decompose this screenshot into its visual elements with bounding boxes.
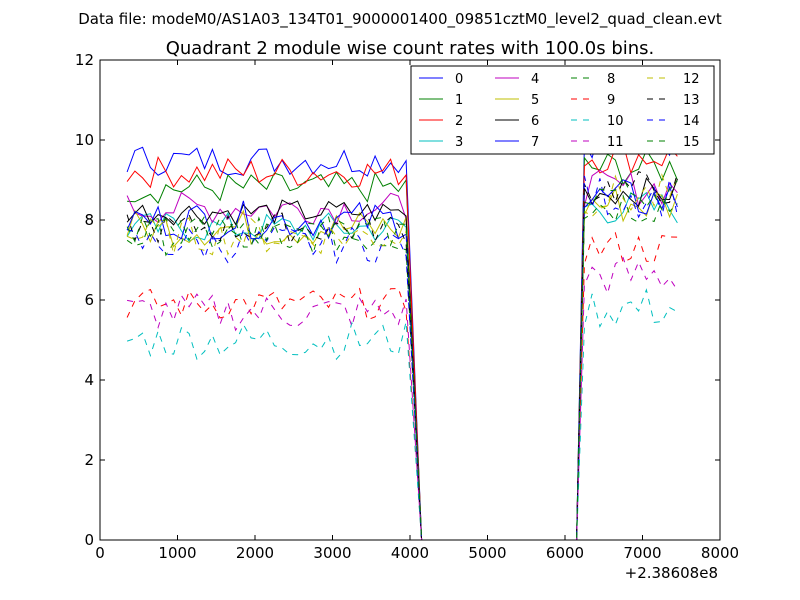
series-line-9 bbox=[126, 231, 678, 541]
axis-ticks: 0 1000 2000 3000 4000 5000 6000 7000 80000246810… bbox=[75, 51, 739, 562]
legend-label: 3 bbox=[455, 135, 463, 150]
series-line-1 bbox=[127, 149, 678, 541]
x-tick-label: 3000 bbox=[313, 544, 351, 562]
y-tick-label: 2 bbox=[84, 451, 94, 469]
chart-title: Quadrant 2 module wise count rates with … bbox=[166, 38, 655, 59]
x-tick-label: 5000 bbox=[468, 544, 506, 562]
x-tick-label: 7000 bbox=[623, 544, 661, 562]
series-line-4 bbox=[126, 169, 678, 541]
series-line-10 bbox=[126, 288, 678, 541]
legend-label: 13 bbox=[683, 93, 700, 108]
series-line-11 bbox=[127, 256, 678, 541]
x-offset-label: +2.38608e8 bbox=[625, 564, 718, 582]
series-line-7 bbox=[126, 179, 678, 541]
y-tick-label: 4 bbox=[84, 371, 94, 389]
legend-label: 6 bbox=[531, 114, 539, 129]
y-tick-label: 8 bbox=[84, 211, 94, 229]
y-tick-label: 0 bbox=[84, 531, 94, 549]
y-tick-label: 10 bbox=[75, 131, 94, 149]
series-line-14 bbox=[126, 175, 678, 541]
legend-label: 4 bbox=[531, 72, 539, 87]
legend-label: 10 bbox=[607, 114, 624, 129]
series-line-6 bbox=[126, 177, 678, 541]
series-line-2 bbox=[126, 142, 678, 541]
legend-box bbox=[410, 65, 715, 155]
legend-label: 1 bbox=[455, 93, 463, 108]
series-line-12 bbox=[126, 173, 678, 541]
legend-label: 2 bbox=[455, 114, 463, 129]
legend-label: 9 bbox=[607, 93, 615, 108]
y-tick-label: 6 bbox=[84, 291, 94, 309]
legend-label: 5 bbox=[531, 93, 539, 108]
legend-label: 8 bbox=[607, 72, 615, 87]
y-tick-label: 12 bbox=[75, 51, 94, 69]
x-tick-label: 2000 bbox=[236, 544, 274, 562]
series-line-3 bbox=[126, 191, 678, 541]
legend-label: 14 bbox=[683, 114, 700, 129]
legend-label: 11 bbox=[607, 135, 624, 150]
x-tick-label: 1000 bbox=[158, 544, 196, 562]
legend-label: 7 bbox=[531, 135, 539, 150]
plot-lines bbox=[126, 97, 678, 541]
legend-label: 15 bbox=[683, 135, 700, 150]
legend-label: 12 bbox=[683, 72, 700, 87]
legend-label: 0 bbox=[455, 72, 463, 87]
x-tick-label: 4000 bbox=[391, 544, 429, 562]
x-tick-label: 8000 bbox=[701, 544, 739, 562]
series-line-8 bbox=[126, 194, 678, 541]
x-tick-label: 0 bbox=[95, 544, 105, 562]
series-line-0 bbox=[126, 123, 678, 541]
series-line-5 bbox=[126, 186, 678, 541]
x-tick-label: 6000 bbox=[546, 544, 584, 562]
series-line-15 bbox=[126, 176, 678, 541]
chart-suptitle: Data file: modeM0/AS1A03_134T01_90000014… bbox=[78, 10, 722, 29]
